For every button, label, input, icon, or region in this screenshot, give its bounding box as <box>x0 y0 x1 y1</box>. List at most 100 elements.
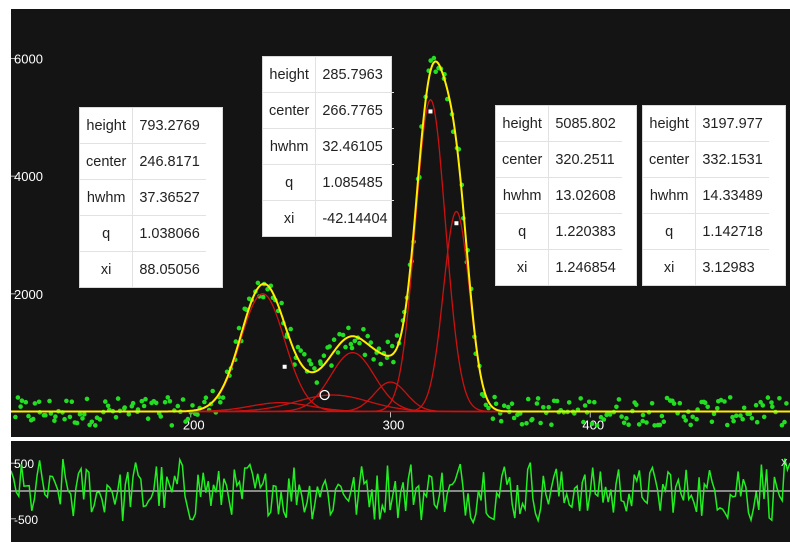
data-point <box>236 325 242 331</box>
data-point <box>549 422 554 428</box>
data-point <box>190 403 195 408</box>
data-point <box>143 396 148 402</box>
data-point <box>82 412 87 417</box>
resid-y-tick-label: 500 <box>14 457 34 471</box>
data-point <box>490 416 496 422</box>
data-point <box>731 418 736 424</box>
y-tick-label: 2000 <box>14 287 43 302</box>
data-point <box>530 416 535 422</box>
data-point <box>346 325 351 331</box>
param-value-q: 1.142718 <box>695 213 769 250</box>
selected-peak-handle <box>319 389 330 401</box>
param-value-center: 332.1531 <box>695 141 769 178</box>
data-point <box>18 404 23 409</box>
data-point <box>352 338 358 344</box>
data-point <box>103 399 108 404</box>
param-box-peak-2[interactable]: height 285.7963 center 266.7765 hwhm 32.461… <box>262 56 394 237</box>
data-point <box>777 396 782 401</box>
param-box-peak-1[interactable]: height 793.2769 center 246.8171 hwhm 37.365… <box>79 107 223 288</box>
data-point <box>538 420 543 426</box>
param-label: xi <box>496 249 550 285</box>
data-point <box>644 420 649 425</box>
data-point <box>329 363 334 368</box>
data-point <box>506 404 511 410</box>
data-point <box>218 400 223 405</box>
data-point <box>501 403 507 409</box>
param-label: q <box>643 213 697 250</box>
data-point <box>659 413 665 419</box>
data-point <box>511 415 517 421</box>
data-point <box>302 352 307 357</box>
param-label: height <box>496 106 550 142</box>
param-label: q <box>496 213 550 250</box>
data-point <box>105 403 111 409</box>
param-value-center: 246.8171 <box>132 143 206 180</box>
data-point <box>202 399 207 405</box>
data-point <box>203 395 209 401</box>
component-curve <box>11 293 790 413</box>
data-point <box>357 340 362 346</box>
data-point <box>664 395 670 401</box>
data-point <box>260 294 266 300</box>
data-point <box>671 401 677 406</box>
data-point <box>688 422 693 428</box>
peak-handle <box>428 109 433 114</box>
param-box-peak-4[interactable]: height 3197.977 center 332.1531 hwhm 14.334… <box>642 105 786 286</box>
data-point <box>180 397 186 402</box>
data-point <box>335 350 341 355</box>
param-label: hwhm <box>643 177 697 214</box>
data-point <box>312 366 317 371</box>
param-value-xi: 88.05056 <box>132 251 206 287</box>
data-point <box>525 396 531 402</box>
param-value-height: 285.7963 <box>322 66 383 83</box>
data-point <box>727 395 733 400</box>
data-point <box>554 398 560 404</box>
data-point <box>343 344 348 350</box>
data-point <box>782 419 787 425</box>
data-point <box>378 361 384 367</box>
y-tick-label: 6000 <box>14 52 43 67</box>
data-point <box>749 416 755 421</box>
data-point <box>534 401 540 406</box>
data-point <box>657 422 663 428</box>
data-point <box>69 399 75 405</box>
data-point <box>702 400 708 406</box>
param-label: hwhm <box>496 177 550 214</box>
data-point <box>394 333 400 338</box>
data-point <box>784 401 789 406</box>
data-point <box>43 412 48 418</box>
data-point <box>67 414 73 420</box>
data-point <box>619 414 624 419</box>
param-value-center: 320.2511 <box>548 141 622 178</box>
data-point <box>640 418 645 424</box>
param-label: height <box>80 108 134 144</box>
residual-plot: 500 -500 x <box>11 441 790 542</box>
data-point <box>348 341 354 347</box>
param-value-xi: 3.12983 <box>695 249 769 285</box>
data-point <box>566 400 572 405</box>
data-point <box>718 397 724 403</box>
data-point <box>288 326 294 332</box>
data-point <box>722 399 727 404</box>
data-point <box>175 403 181 409</box>
data-point <box>535 396 541 401</box>
data-point <box>141 403 147 409</box>
param-label: height <box>643 106 697 142</box>
data-point <box>621 420 627 426</box>
data-point <box>26 413 31 419</box>
data-point <box>331 337 337 343</box>
param-label: height <box>263 57 317 93</box>
param-label: hwhm <box>80 179 134 216</box>
data-point <box>607 412 613 417</box>
data-point <box>601 417 607 422</box>
data-point <box>614 404 619 410</box>
data-point <box>19 398 25 404</box>
param-value-xi: -42.14404 <box>315 200 394 236</box>
data-point <box>295 344 301 350</box>
data-point <box>765 395 771 400</box>
data-point <box>47 398 52 404</box>
data-point <box>145 416 151 422</box>
data-point <box>169 423 175 428</box>
param-box-peak-3[interactable]: height 5085.802 center 320.2511 hwhm 13.026… <box>495 105 637 286</box>
data-point <box>298 348 304 353</box>
